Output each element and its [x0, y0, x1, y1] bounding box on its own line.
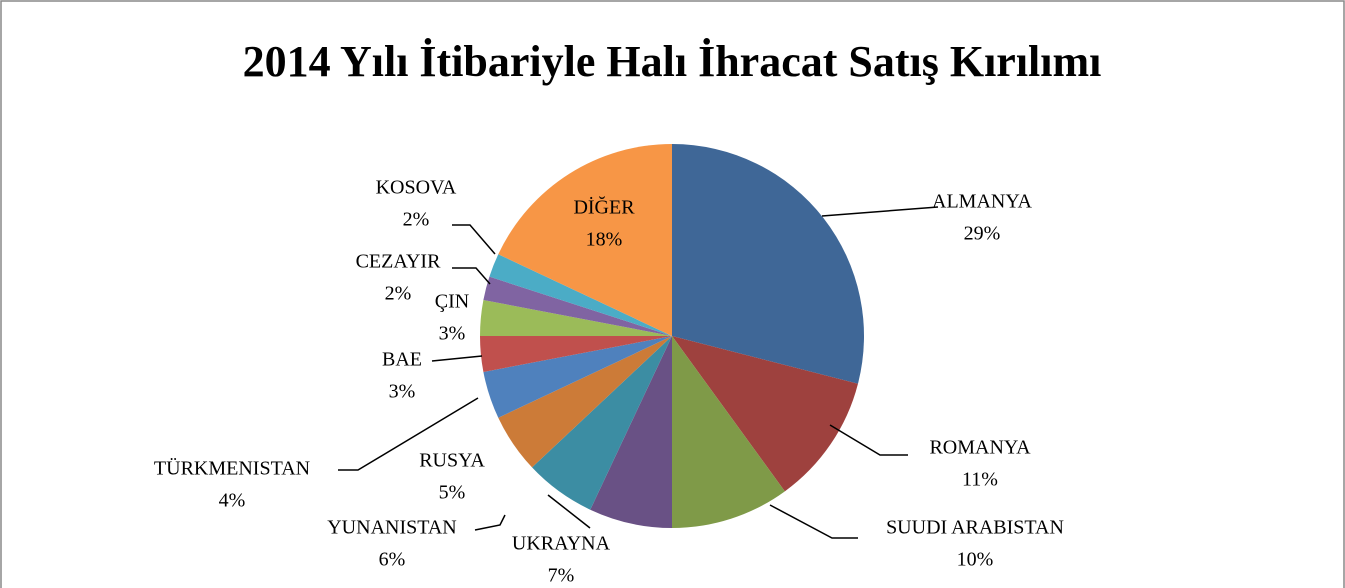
slice-value-label: 2%: [385, 283, 412, 305]
leader-line: [431, 355, 483, 362]
slice-value-label: 3%: [389, 381, 416, 403]
leader-line: [547, 494, 591, 529]
pie-slice: [672, 144, 864, 384]
pie-slice: [498, 336, 672, 468]
slice-value-label: 7%: [548, 565, 575, 587]
pie-slice: [483, 336, 672, 418]
leader-line: [452, 224, 496, 255]
pie-slice: [483, 276, 672, 336]
slice-value-label: 18%: [586, 229, 623, 251]
slice-value-label: 2%: [403, 209, 430, 231]
slice-value-label: 6%: [379, 549, 406, 571]
pie-slice: [590, 336, 672, 528]
pie-slice: [498, 144, 672, 336]
leader-line: [829, 424, 908, 456]
pie-slice: [489, 254, 672, 336]
slice-label: RUSYA: [419, 450, 485, 472]
slice-value-label: 11%: [962, 469, 998, 491]
leader-line: [821, 206, 939, 217]
slice-value-label: 10%: [957, 549, 994, 571]
leader-line: [769, 504, 858, 539]
slice-label: CEZAYIR: [356, 251, 441, 273]
slice-label: ROMANYA: [929, 437, 1031, 459]
slice-label: ALMANYA: [932, 191, 1033, 213]
slice-value-label: 4%: [219, 490, 246, 512]
slice-label: YUNANISTAN: [327, 517, 457, 539]
pie-slice: [480, 300, 672, 336]
slice-label: DİĞER: [573, 196, 635, 219]
slice-value-label: 3%: [439, 323, 466, 345]
slice-label: ÇIN: [435, 291, 469, 313]
slice-label: KOSOVA: [376, 177, 457, 199]
pie-slice: [480, 336, 672, 372]
slice-value-label: 5%: [439, 482, 466, 504]
slice-label: BAE: [382, 349, 422, 371]
slice-label: UKRAYNA: [512, 533, 611, 555]
leader-line: [338, 397, 479, 471]
pie-slice: [532, 336, 672, 510]
chart-title: 2014 Yılı İtibariyle Halı İhracat Satış …: [243, 37, 1102, 86]
pie-slice: [672, 336, 785, 528]
slice-label: SUUDI ARABISTAN: [886, 517, 1064, 539]
slice-label: TÜRKMENISTAN: [154, 457, 310, 480]
slice-value-label: 29%: [964, 223, 1001, 245]
pie-slice: [672, 336, 858, 492]
leader-line: [452, 267, 491, 285]
leader-line: [474, 514, 506, 531]
